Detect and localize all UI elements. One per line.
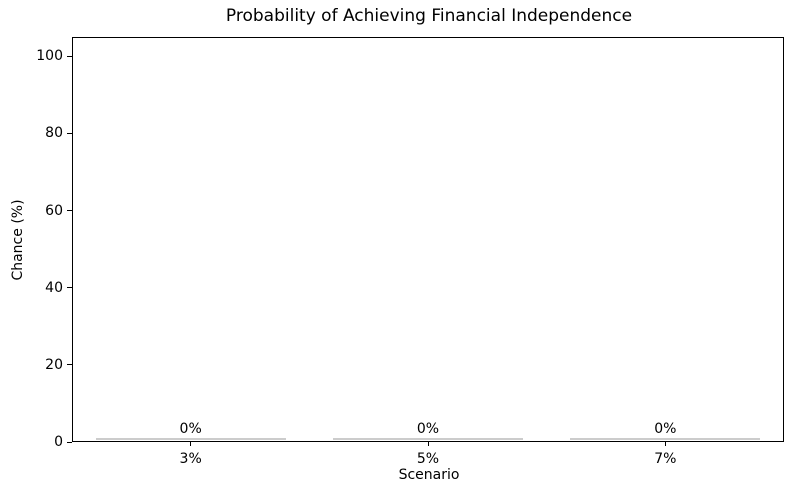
x-axis-label: Scenario: [398, 467, 460, 483]
y-tick-label: 40: [45, 279, 63, 296]
x-tick-mark: [427, 442, 429, 446]
y-tick-label: 20: [45, 356, 63, 373]
y-tick-label: 100: [36, 48, 63, 65]
x-tick-mark: [190, 442, 192, 446]
y-tick-mark: [67, 132, 72, 134]
x-tick-label: 3%: [179, 451, 202, 467]
chart-title: Probability of Achieving Financial Indep…: [225, 6, 633, 26]
bar: [95, 438, 286, 440]
y-tick-mark: [67, 287, 72, 289]
x-tick-label: 7%: [654, 451, 677, 467]
y-tick-label: 0: [54, 434, 63, 450]
bar: [333, 438, 523, 440]
bar: [570, 438, 761, 440]
bar-value-label: 0%: [416, 421, 440, 437]
x-tick-mark: [664, 442, 666, 446]
y-tick-mark: [67, 210, 72, 212]
y-tick-label: 80: [45, 125, 63, 142]
y-tick-mark: [67, 364, 72, 366]
y-tick-label: 60: [45, 202, 63, 219]
x-tick-label: 5%: [416, 451, 440, 467]
bar-value-label: 0%: [179, 421, 202, 437]
plot-area: [72, 37, 784, 442]
bar-value-label: 0%: [654, 421, 677, 437]
y-tick-mark: [67, 441, 72, 443]
y-tick-mark: [67, 55, 72, 57]
